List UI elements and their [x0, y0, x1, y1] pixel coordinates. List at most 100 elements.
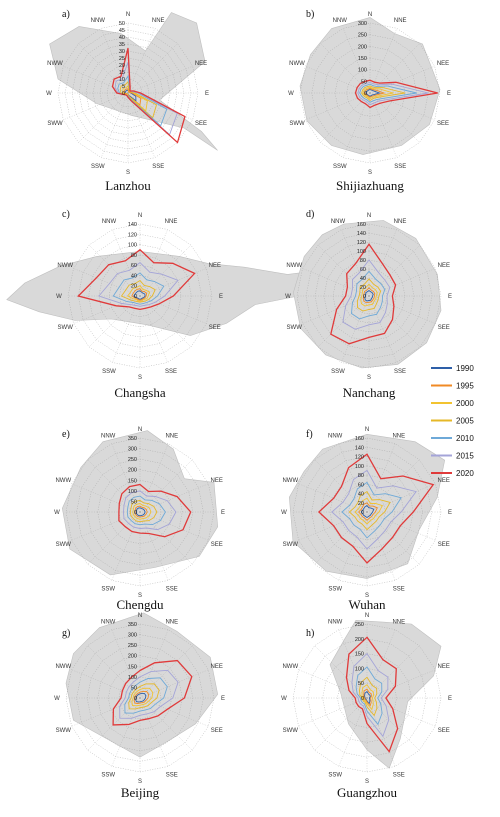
- series-line-1995: [134, 505, 148, 518]
- city-name: Nanchang: [343, 385, 396, 400]
- grid-spoke: [305, 92, 371, 120]
- grid-spoke: [341, 229, 370, 297]
- tick-label: 150: [128, 664, 137, 670]
- tick-label: 150: [355, 652, 364, 658]
- direction-label-sse: SSE: [165, 369, 177, 375]
- grid-spoke: [302, 268, 370, 297]
- series-line-2005: [128, 683, 160, 710]
- direction-label-sww: SWW: [56, 542, 72, 548]
- series-line-1990: [135, 692, 147, 703]
- grid-spoke: [101, 92, 129, 158]
- series-line-2010: [355, 666, 383, 726]
- tick-label: 300: [358, 21, 367, 27]
- series-line-2005: [361, 85, 406, 102]
- grid-spoke: [73, 295, 141, 324]
- tick-label: 100: [128, 243, 137, 249]
- direction-label-nne: NNE: [392, 619, 405, 625]
- legend-label-2015: 2015: [456, 452, 474, 461]
- city-map-silhouette: [65, 612, 219, 758]
- direction-label-sse: SSE: [393, 587, 405, 593]
- grid-ring: [97, 469, 183, 555]
- direction-label-e: E: [205, 91, 209, 97]
- series-line-1990: [364, 690, 371, 705]
- direction-label-w: W: [288, 91, 294, 97]
- tick-label: 25: [119, 56, 125, 62]
- tick-label: 200: [128, 654, 137, 660]
- direction-label-see: SEE: [195, 121, 207, 127]
- tick-label: 120: [128, 232, 137, 238]
- direction-label-s: S: [138, 375, 142, 381]
- direction-label-ssw: SSW: [328, 773, 342, 779]
- series-line-2010: [112, 272, 165, 305]
- grid-ring: [322, 653, 412, 743]
- tick-label: 160: [355, 436, 364, 442]
- tick-label: 350: [128, 622, 137, 628]
- direction-label-see: SEE: [211, 728, 223, 734]
- series-line-2000: [354, 497, 384, 525]
- series-line-2010: [341, 481, 402, 539]
- grid-spoke: [369, 92, 420, 143]
- grid-spoke: [317, 244, 370, 297]
- tick-label: 300: [128, 633, 137, 639]
- direction-label-nee: NEE: [438, 263, 450, 269]
- direction-label-s: S: [365, 779, 369, 785]
- direction-label-nnw: NNW: [101, 433, 116, 439]
- grid-spoke: [341, 295, 370, 363]
- tick-label: 160: [357, 222, 366, 228]
- direction-label-sww: SWW: [56, 728, 72, 734]
- direction-label-nww: NWW: [55, 664, 71, 670]
- tick-label: 140: [357, 231, 366, 237]
- tick-label: 50: [358, 681, 364, 687]
- direction-label-nnw: NNW: [328, 619, 343, 625]
- grid-spoke: [139, 244, 192, 297]
- tick-label: 100: [358, 68, 367, 74]
- series-line-2005: [348, 490, 391, 531]
- city-name: Beijing: [121, 785, 160, 800]
- direction-label-ssw: SSW: [101, 587, 115, 593]
- tick-label: 80: [360, 258, 366, 264]
- grid-spoke: [127, 66, 193, 94]
- tick-label: 200: [355, 637, 364, 643]
- grid-spoke: [369, 66, 435, 94]
- grid-ring: [97, 655, 183, 741]
- grid-ring: [341, 268, 397, 324]
- direction-label-e: E: [448, 294, 452, 300]
- grid-spoke: [369, 28, 397, 94]
- series-line-1995: [362, 287, 376, 304]
- grid-spoke: [112, 295, 141, 363]
- tick-label: 15: [119, 70, 125, 76]
- direction-label-ssw: SSW: [328, 587, 342, 593]
- grid-spoke: [127, 43, 178, 94]
- grid-ring: [98, 254, 182, 338]
- grid-ring: [113, 78, 143, 108]
- grid-spoke: [320, 43, 371, 94]
- grid-spoke: [368, 295, 397, 363]
- city-name: Changsha: [114, 385, 166, 400]
- grid-spoke: [139, 295, 192, 348]
- direction-label-n: N: [367, 213, 371, 219]
- tick-label: 30: [119, 49, 125, 55]
- legend-label-1990: 1990: [456, 364, 474, 373]
- grid-spoke: [343, 28, 371, 94]
- panel-letter: e): [62, 429, 70, 440]
- direction-label-w: W: [281, 696, 287, 702]
- direction-label-e: E: [219, 294, 223, 300]
- direction-label-see: SEE: [438, 325, 450, 331]
- tick-label: 0: [361, 510, 364, 516]
- direction-label-ssw: SSW: [102, 369, 116, 375]
- grid-spoke: [112, 229, 141, 297]
- tick-label: 0: [364, 91, 367, 97]
- direction-label-see: SEE: [438, 728, 450, 734]
- direction-label-nne: NNE: [165, 619, 178, 625]
- grid-spoke: [88, 244, 141, 297]
- direction-label-sse: SSE: [394, 164, 406, 170]
- tick-label: 0: [363, 294, 366, 300]
- tick-label: 20: [358, 501, 364, 507]
- tick-label: 20: [360, 285, 366, 291]
- series-line-1990: [360, 504, 375, 519]
- tick-label: 250: [128, 643, 137, 649]
- series-line-2005: [129, 499, 158, 523]
- direction-label-sww: SWW: [47, 121, 63, 127]
- grid-ring: [88, 244, 192, 348]
